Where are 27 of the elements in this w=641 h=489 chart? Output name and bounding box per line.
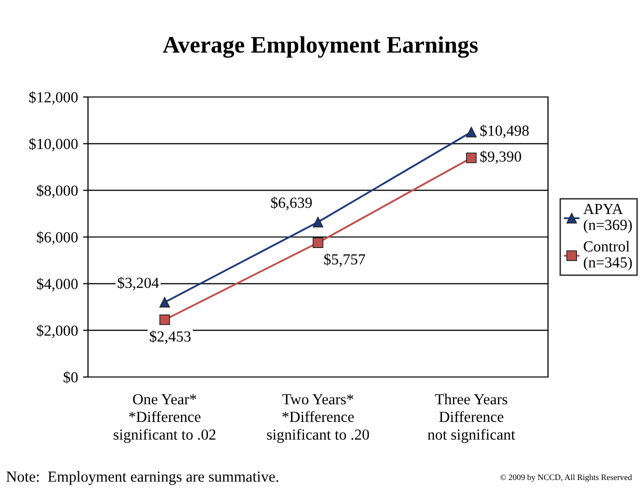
y-tick-label: $4,000 [36, 278, 78, 292]
y-tick-label: $8,000 [36, 184, 78, 198]
legend-label: APYA (n=369) [583, 204, 632, 234]
point [159, 296, 170, 308]
x-tick-label: Two Years* *Difference significant to .20 [267, 394, 369, 443]
data-label: $5,757 [324, 253, 366, 267]
legend-label: Control (n=345) [584, 240, 632, 271]
data-label: $2,453 [150, 330, 191, 344]
data-label: $6,639 [271, 196, 312, 210]
y-tick-label: $2,000 [36, 324, 78, 338]
text: © 2009 by NCCD, All Rights Reserved [500, 474, 632, 482]
x-tick-label: Three Years Difference not significant [428, 394, 516, 443]
point [312, 237, 324, 248]
data-label: $10,498 [480, 124, 529, 138]
y-tick-label: $6,000 [36, 231, 78, 245]
point [159, 314, 170, 326]
y-tick-label: $12,000 [29, 91, 78, 105]
data-label: $3,204 [118, 276, 159, 290]
y-tick-label: $10,000 [29, 138, 78, 152]
chart-title: Average Employment Earnings [162, 36, 478, 58]
point [466, 126, 477, 138]
point [312, 216, 324, 228]
point [466, 152, 477, 164]
y-tick-label: $0 [64, 371, 78, 384]
text: Note: Employment earnings are summative. [6, 471, 278, 485]
data-label: $9,390 [480, 150, 522, 164]
x-tick-label: One Year* *Difference significant to .02 [114, 394, 216, 443]
